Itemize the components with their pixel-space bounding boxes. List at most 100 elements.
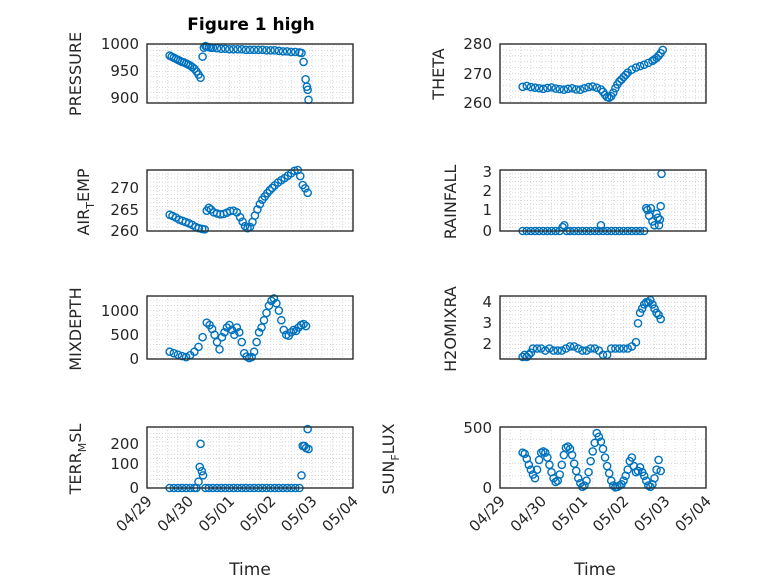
panel-air-temp: 270 265 260 AIRTEMP xyxy=(74,165,354,240)
data-point xyxy=(227,325,237,335)
data-point xyxy=(654,455,663,465)
y-axis-label: AIRTEMP xyxy=(74,168,97,235)
data-point xyxy=(596,220,606,230)
data-point xyxy=(590,344,600,353)
data-point xyxy=(623,465,633,475)
data-point xyxy=(641,203,651,213)
data-point xyxy=(210,330,219,340)
data-point xyxy=(573,473,583,483)
data-point xyxy=(234,328,244,337)
y-axis-label-rest: SL xyxy=(66,424,85,443)
x-tick-label: 05/03 xyxy=(277,492,320,535)
y-axis-label-rest: LUX xyxy=(379,423,398,454)
y-axis-label: RAINFALL xyxy=(441,165,460,240)
data-point xyxy=(536,344,546,353)
data-point xyxy=(652,465,661,475)
data-point xyxy=(534,83,544,93)
figure-title: Figure 1 high xyxy=(187,15,315,35)
data-point xyxy=(586,344,595,353)
data-point xyxy=(304,444,313,454)
data-point xyxy=(259,315,269,325)
y-axis-label-main: SUN xyxy=(379,461,398,495)
data-point xyxy=(526,82,536,92)
y-tick-label: 4 xyxy=(482,293,492,311)
data-point xyxy=(646,482,655,492)
data-point xyxy=(650,220,659,230)
data-point xyxy=(633,318,643,328)
data-point xyxy=(291,47,300,57)
data-point xyxy=(169,348,179,358)
data-point xyxy=(573,344,583,353)
data-point xyxy=(619,476,628,485)
y-tick-label: 0 xyxy=(129,479,139,497)
data-point xyxy=(545,344,554,353)
data-point xyxy=(232,323,242,332)
data-point xyxy=(267,296,276,306)
data-point xyxy=(644,58,653,68)
data-point xyxy=(557,346,567,355)
data-point xyxy=(557,460,567,470)
data-point xyxy=(297,471,306,480)
y-axis-label-main: AIR xyxy=(74,209,93,236)
data-point xyxy=(195,462,205,472)
y-tick-label: 265 xyxy=(110,201,139,219)
data-points xyxy=(165,165,312,234)
data-point xyxy=(578,346,587,355)
data-point xyxy=(303,188,312,198)
y-tick-label: 0 xyxy=(482,479,492,497)
data-point xyxy=(627,65,637,74)
data-point xyxy=(553,346,562,355)
data-point xyxy=(520,449,530,459)
data-point xyxy=(238,217,247,226)
grid xyxy=(499,296,707,359)
data-point xyxy=(580,481,589,490)
data-point xyxy=(580,83,589,93)
data-point xyxy=(269,294,279,303)
data-point xyxy=(569,342,579,351)
data-point xyxy=(547,83,556,92)
data-point xyxy=(551,84,560,93)
x-tick-label: 05/01 xyxy=(548,492,591,535)
data-point xyxy=(265,186,275,195)
data-point xyxy=(270,46,280,55)
y-axis-label: SUNFLUX xyxy=(379,423,402,494)
axes-box xyxy=(499,295,707,360)
data-point xyxy=(245,45,255,55)
x-tick-label: 05/02 xyxy=(236,492,279,535)
y-tick-label: 950 xyxy=(110,62,139,80)
x-tick-label: 04/30 xyxy=(154,492,197,535)
data-point xyxy=(530,473,540,483)
x-tick-label: 05/01 xyxy=(195,492,238,535)
data-point xyxy=(299,57,308,67)
data-point xyxy=(619,344,628,353)
data-point xyxy=(656,314,665,324)
data-point xyxy=(654,220,664,230)
x-tick-label: 05/03 xyxy=(630,492,673,535)
y-tick-label: 270 xyxy=(463,65,492,83)
data-point xyxy=(655,215,665,224)
data-point xyxy=(216,44,226,54)
y-tick-label: 270 xyxy=(110,179,139,197)
data-point xyxy=(225,44,234,54)
axes-box xyxy=(499,426,707,489)
data-point xyxy=(237,44,247,54)
data-point xyxy=(635,308,645,318)
x-tick-label: 04/29 xyxy=(113,492,156,535)
data-point xyxy=(295,171,305,181)
data-point xyxy=(225,320,234,330)
data-point xyxy=(631,63,641,72)
data-point xyxy=(631,337,641,347)
data-point xyxy=(594,432,604,442)
data-point xyxy=(611,344,620,353)
data-point xyxy=(561,344,571,353)
data-point xyxy=(235,212,245,222)
data-point xyxy=(300,183,310,193)
y-tick-label: 2 xyxy=(482,335,492,353)
data-point xyxy=(623,344,633,353)
y-tick-label: 0 xyxy=(129,350,139,368)
x-tick-label: 05/04 xyxy=(319,492,362,535)
data-point xyxy=(198,52,207,61)
data-point xyxy=(253,205,262,214)
grid xyxy=(146,427,354,489)
